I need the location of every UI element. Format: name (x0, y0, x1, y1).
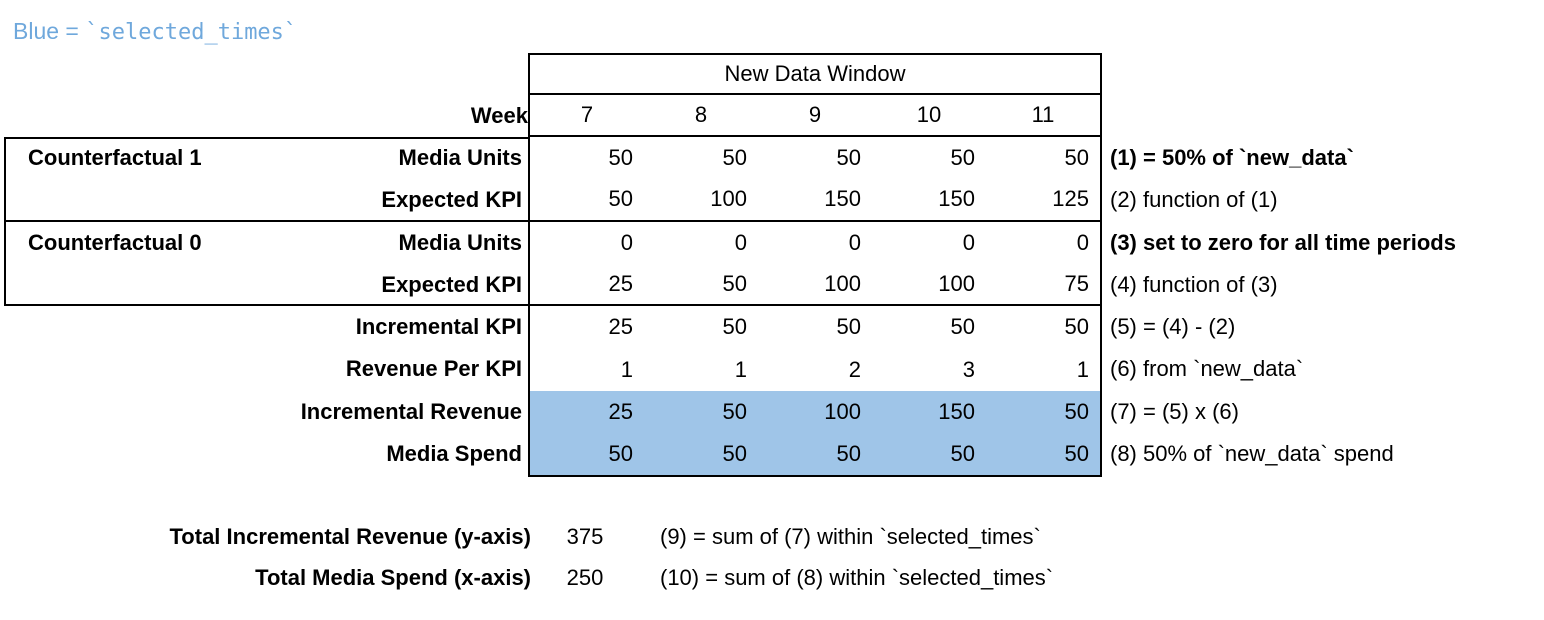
table-row-incremental-revenue-highlighted: 25 50 100 150 50 (530, 390, 1100, 434)
note-5: (5) = (4) - (2) (1110, 314, 1236, 340)
row-label-media-units-cf0: Media Units (398, 229, 522, 255)
row-label-incremental-revenue: Incremental Revenue (300, 398, 522, 424)
row-label-incremental-kpi: Incremental KPI (355, 314, 522, 340)
value-cell: 1 (1076, 356, 1089, 382)
total-incremental-revenue-label: Total Incremental Revenue (y-axis) (169, 524, 532, 549)
legend: Blue = `selected_times` (13, 18, 297, 45)
note-4: (4) function of (3) (1110, 271, 1278, 297)
new-data-window-header: New Data Window (530, 55, 1100, 95)
legend-prefix: Blue = (13, 18, 86, 44)
value-cell: 50 (722, 398, 747, 424)
counterfactual-1-title: Counterfactual 1 (28, 145, 202, 171)
value-cell: 75 (1064, 271, 1089, 297)
value-cell: 150 (824, 186, 861, 212)
week-cell: 7 (580, 102, 594, 127)
note-6: (6) from `new_data` (1110, 356, 1304, 382)
table-row-media-spend-highlighted: 50 50 50 50 50 (530, 433, 1100, 476)
table-row-incremental-kpi: 25 50 50 50 50 (530, 306, 1100, 348)
row-label-revenue-per-kpi: Revenue Per KPI (345, 356, 522, 382)
value-cell: 25 (608, 271, 633, 297)
value-cell: 25 (608, 398, 633, 424)
table-row-revenue-per-kpi: 1 1 2 3 1 (530, 348, 1100, 390)
note-7: (7) = (5) x (6) (1110, 398, 1239, 424)
total-media-spend-label: Total Media Spend (x-axis) (255, 565, 531, 590)
row-label-expected-kpi-cf0: Expected KPI (381, 271, 522, 297)
value-cell: 50 (1064, 441, 1089, 467)
note-3: (3) set to zero for all time periods (1110, 229, 1456, 255)
value-cell: 50 (836, 314, 861, 340)
counterfactual-0-title: Counterfactual 0 (28, 229, 202, 255)
note-8: (8) 50% of `new_data` spend (1110, 440, 1394, 466)
value-cell: 0 (1076, 229, 1089, 255)
value-cell: 50 (950, 441, 975, 467)
value-cell: 50 (836, 441, 861, 467)
row-label-media-units-cf1: Media Units (398, 145, 522, 171)
value-cell: 100 (710, 186, 747, 212)
note-2: (2) function of (1) (1110, 187, 1278, 213)
total-incremental-revenue-note: (9) = sum of (7) within `selected_times` (660, 524, 1041, 549)
value-cell: 50 (608, 441, 633, 467)
value-cell: 50 (722, 441, 747, 467)
week-cell: 9 (808, 102, 822, 127)
week-header-row: 7 8 9 10 11 (530, 95, 1100, 137)
legend-code-selected-times: `selected_times` (85, 20, 298, 45)
row-label-expected-kpi-cf1: Expected KPI (381, 187, 522, 213)
value-cell: 100 (824, 271, 861, 297)
value-cell: 50 (722, 145, 747, 171)
value-cell: 2 (848, 356, 861, 382)
total-incremental-revenue-value: 375 (566, 524, 604, 549)
value-cell: 100 (938, 271, 975, 297)
value-cell: 125 (1052, 186, 1089, 212)
value-cell: 50 (950, 145, 975, 171)
value-cell: 50 (1064, 145, 1089, 171)
table-row-cf0-media-units: 0 0 0 0 0 (530, 222, 1100, 264)
note-1: (1) = 50% of `new_data` (1110, 145, 1354, 171)
counterfactual-1-box (4, 137, 528, 222)
data-table: New Data Window 7 8 9 10 11 50 50 50 50 … (528, 53, 1102, 477)
value-cell: 50 (950, 314, 975, 340)
value-cell: 1 (620, 356, 633, 382)
value-cell: 0 (734, 229, 747, 255)
row-label-media-spend: Media Spend (386, 440, 522, 466)
value-cell: 3 (962, 356, 975, 382)
week-header-label: Week (470, 103, 528, 128)
value-cell: 0 (848, 229, 861, 255)
value-cell: 50 (1064, 398, 1089, 424)
value-cell: 150 (938, 186, 975, 212)
value-cell: 50 (608, 145, 633, 171)
table-row-cf1-expected-kpi: 50 100 150 150 125 (530, 179, 1100, 222)
value-cell: 50 (608, 186, 633, 212)
value-cell: 50 (1064, 314, 1089, 340)
value-cell: 150 (938, 398, 975, 424)
value-cell: 50 (836, 145, 861, 171)
table-row-cf1-media-units: 50 50 50 50 50 (530, 137, 1100, 179)
week-cell: 11 (1031, 102, 1055, 127)
value-cell: 100 (824, 398, 861, 424)
value-cell: 1 (734, 356, 747, 382)
value-cell: 0 (620, 229, 633, 255)
value-cell: 0 (962, 229, 975, 255)
counterfactual-0-box (4, 221, 528, 306)
week-cell: 10 (916, 102, 942, 127)
value-cell: 50 (722, 271, 747, 297)
total-media-spend-value: 250 (566, 565, 604, 590)
value-cell: 25 (608, 314, 633, 340)
total-media-spend-note: (10) = sum of (8) within `selected_times… (660, 565, 1054, 590)
table-row-cf0-expected-kpi: 25 50 100 100 75 (530, 264, 1100, 307)
value-cell: 50 (722, 314, 747, 340)
week-cell: 8 (694, 102, 708, 127)
